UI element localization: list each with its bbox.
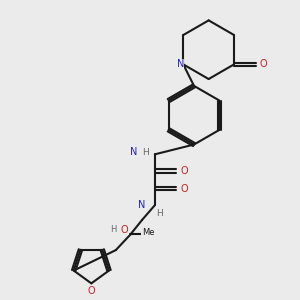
- Text: Me: Me: [142, 228, 154, 237]
- Text: H: H: [142, 148, 148, 157]
- Text: N: N: [177, 59, 184, 69]
- Text: O: O: [88, 286, 95, 296]
- Text: N: N: [130, 147, 137, 158]
- Text: O: O: [260, 59, 267, 69]
- Text: H: H: [110, 225, 116, 234]
- Text: O: O: [180, 166, 188, 176]
- Text: N: N: [139, 200, 146, 210]
- Text: O: O: [121, 225, 128, 235]
- Text: O: O: [180, 184, 188, 194]
- Text: H: H: [156, 209, 163, 218]
